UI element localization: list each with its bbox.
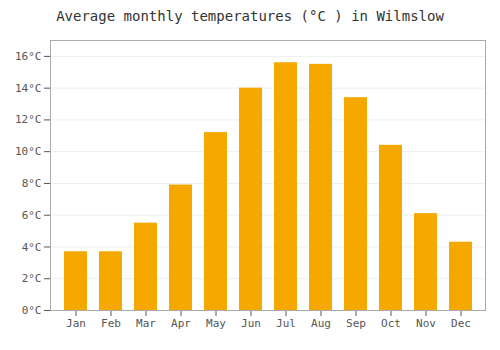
svg-text:Jun: Jun bbox=[241, 317, 261, 330]
svg-text:Mar: Mar bbox=[136, 317, 156, 330]
svg-text:16°C: 16°C bbox=[15, 50, 42, 63]
svg-text:Apr: Apr bbox=[171, 317, 191, 330]
svg-text:May: May bbox=[206, 317, 226, 330]
svg-text:10°C: 10°C bbox=[15, 145, 42, 158]
svg-text:14°C: 14°C bbox=[15, 82, 42, 95]
svg-text:Jul: Jul bbox=[276, 317, 296, 330]
html-text:Average monthly temperatures (: Average monthly temperatures (°C ) in Wi… bbox=[56, 8, 444, 24]
svg-text:6°C: 6°C bbox=[22, 209, 42, 222]
svg-text:Jan: Jan bbox=[66, 317, 86, 330]
svg-text:12°C: 12°C bbox=[15, 113, 42, 126]
svg-text:8°C: 8°C bbox=[22, 177, 42, 190]
svg-text:Feb: Feb bbox=[101, 317, 121, 330]
svg-text:Oct: Oct bbox=[381, 317, 401, 330]
svg-text:4°C: 4°C bbox=[22, 240, 42, 253]
svg-text:Dec: Dec bbox=[451, 317, 471, 330]
svg-text:Sep: Sep bbox=[346, 317, 366, 330]
svg-text:0°C: 0°C bbox=[22, 304, 42, 317]
svg-text:Nov: Nov bbox=[416, 317, 436, 330]
svg-text:Aug: Aug bbox=[311, 317, 331, 330]
svg-text:2°C: 2°C bbox=[22, 272, 42, 285]
